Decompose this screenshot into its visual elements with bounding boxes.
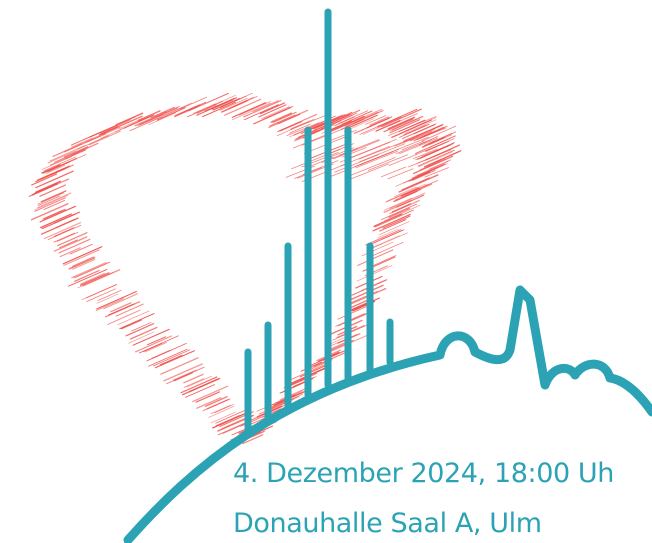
heartbeat-pulse-icon (123, 285, 652, 543)
event-date-time: 4. Dezember 2024, 18:00 Uh (233, 458, 615, 489)
event-venue: Donauhalle Saal A, Ulm (233, 508, 542, 539)
hill-pulse-line (123, 285, 652, 543)
ulm-minster-skyline-icon (244, 8, 394, 434)
